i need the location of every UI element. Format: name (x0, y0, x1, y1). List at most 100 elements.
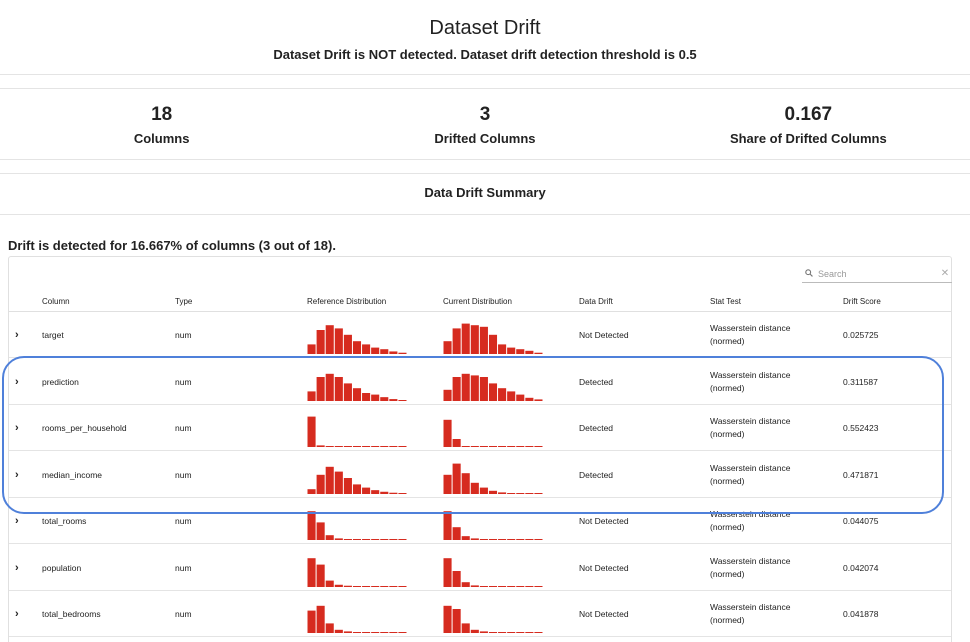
histogram-bar (362, 392, 371, 401)
table-row[interactable]: › target num Not Detected Wasserstein distan… (9, 312, 951, 358)
stat-test-line2: (normed) (710, 475, 745, 486)
histogram-bar (470, 482, 479, 494)
histogram-bar (325, 623, 334, 633)
histogram-bar (470, 446, 479, 447)
histogram-bar (498, 387, 507, 401)
expand-chevron-icon[interactable]: › (15, 515, 19, 527)
expand-chevron-icon[interactable]: › (15, 422, 19, 434)
expand-chevron-icon[interactable]: › (15, 561, 19, 574)
header-divider (9, 311, 951, 312)
header-reference-distribution: Reference Distribution (307, 297, 387, 306)
histogram-bar (389, 446, 398, 447)
header-column[interactable]: Column (42, 297, 70, 306)
drift-score: 0.311587 (843, 376, 878, 387)
search-input[interactable]: Search ✕ (802, 265, 952, 283)
histogram-bar (488, 490, 498, 494)
histogram-bar (443, 557, 452, 587)
column-type: num (175, 423, 192, 433)
data-drift-status: Detected (579, 423, 614, 433)
histogram-bar (307, 557, 316, 587)
histogram-bar (389, 585, 398, 587)
header-current-distribution: Current Distribution (443, 297, 512, 306)
histogram-bar (470, 374, 479, 401)
histogram-bar (525, 350, 534, 354)
histogram-bar (307, 416, 316, 447)
histogram-bar (316, 605, 325, 633)
table-row[interactable]: › prediction num Detected Wasserstein distan… (9, 359, 951, 405)
histogram-bar (507, 539, 516, 540)
table-row[interactable]: › total_bedrooms num Not Detected Wasserstei… (9, 591, 951, 637)
reference-distribution-chart (307, 416, 407, 447)
drift-detected-text: Drift is detected for 16.667% of columns… (8, 238, 336, 253)
histogram-bar (316, 564, 325, 587)
stat-test-line1: Wasserstein distance (710, 416, 791, 426)
histogram-bar (352, 446, 362, 447)
histogram-bar (534, 539, 543, 540)
histogram-bar (325, 466, 334, 494)
histogram-bar (470, 325, 479, 354)
drift-score: 0.025725 (843, 330, 879, 340)
header-stat-test[interactable]: Stat Test (710, 297, 741, 306)
expand-chevron-icon[interactable]: › (15, 375, 19, 388)
table-row[interactable]: › rooms_per_household num Detected Wasserste… (9, 405, 951, 451)
histogram-bar (334, 471, 343, 494)
histogram-bar (443, 419, 452, 447)
histogram-bar (334, 584, 343, 587)
histogram-bar (343, 334, 352, 354)
histogram-bar (470, 629, 479, 633)
histogram-bar (488, 382, 498, 401)
table-row[interactable]: › total_rooms num Not Detected Wasserstein d… (9, 498, 951, 544)
reference-distribution-chart (307, 557, 407, 587)
histogram-bar (307, 488, 316, 494)
histogram-bar (479, 326, 488, 354)
histogram-bar (380, 491, 389, 494)
histogram-bar (371, 539, 380, 540)
histogram-bar (352, 539, 362, 540)
histogram-bar (352, 632, 362, 633)
histogram-bar (398, 446, 407, 447)
histogram-bar (452, 570, 461, 587)
histogram-bar (452, 376, 461, 401)
stat-test-line2: (normed) (710, 522, 745, 532)
histogram-bar (443, 474, 452, 494)
stat-test-line1: Wasserstein distance (710, 369, 791, 380)
column-name: target (42, 330, 64, 340)
histogram-bar (534, 446, 543, 447)
expand-chevron-icon[interactable]: › (15, 468, 19, 481)
histogram-bar (343, 446, 352, 447)
histogram-bar (507, 492, 516, 494)
summary-card: Data Drift Summary (0, 173, 970, 215)
histogram-bar (498, 491, 507, 494)
header-data-drift[interactable]: Data Drift (579, 297, 613, 306)
histogram-bar (316, 474, 325, 494)
dataset-drift-card: Dataset Drift Dataset Drift is NOT detec… (0, 0, 970, 75)
histogram-bar (371, 347, 380, 354)
reference-distribution-chart (307, 511, 407, 540)
histogram-bar (343, 539, 352, 540)
header-type[interactable]: Type (175, 297, 193, 306)
histogram-bar (498, 446, 507, 447)
expand-chevron-icon[interactable]: › (15, 329, 19, 341)
histogram-bar (334, 538, 343, 540)
counter-value: 0.167 (784, 104, 833, 125)
histogram-bar (534, 492, 543, 494)
column-type: num (175, 376, 192, 387)
histogram-bar (389, 492, 398, 494)
histogram-bar (316, 445, 325, 447)
histogram-bar (325, 325, 334, 354)
table-row[interactable]: › population num Not Detected Wasserstein di… (9, 545, 951, 591)
clear-search-icon[interactable]: ✕ (940, 268, 950, 279)
histogram-bar (389, 632, 398, 633)
expand-chevron-icon[interactable]: › (15, 608, 19, 620)
stat-test-line2: (normed) (710, 615, 745, 625)
column-name: total_rooms (42, 516, 87, 526)
histogram-bar (443, 341, 452, 354)
table-row[interactable]: › median_income num Detected Wasserstein dis… (9, 452, 951, 498)
histogram-bar (352, 585, 362, 587)
header-drift-score[interactable]: Drift Score (843, 297, 881, 306)
histogram-bar (516, 394, 525, 401)
histogram-bar (479, 631, 488, 633)
histogram-bar (380, 396, 389, 401)
histogram-bar (443, 511, 452, 540)
histogram-bar (479, 487, 488, 494)
